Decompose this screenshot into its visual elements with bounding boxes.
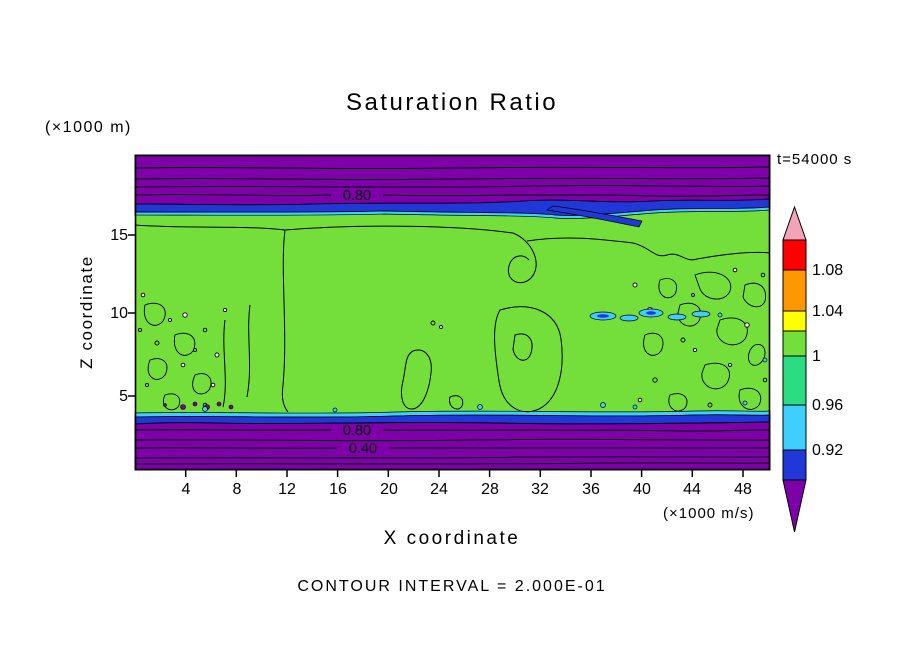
colorbar-tick-label: 0.96 [812,397,844,414]
x-axis-title: X coordinate [383,528,521,549]
colorbar-tick-label: 0.92 [812,442,844,459]
x-tick-label: 32 [531,481,549,498]
x-axis-unit-label: (×1000 m/s) [663,505,755,522]
y-axis-title: Z coordinate [77,255,96,369]
colorbar-tick-label: 1 [812,348,821,365]
contour-line-label: 0.80 [343,423,371,439]
contour-line-label: 0.80 [343,188,371,204]
right-speckle-cluster [632,267,768,412]
colorbar-arrow-down [782,479,807,533]
colorbar-tick-label: 1.04 [812,303,844,320]
bottom-contour-lines [134,429,771,465]
y-tick-label: 10 [110,305,128,322]
blue-dip-streak [546,205,643,228]
colorbar-segment-orange [782,269,807,312]
colorbar [782,205,807,533]
colorbar-segment-cyan [782,404,807,451]
x-tick-label: 4 [181,481,191,498]
colorbar-arrow-up [782,205,807,241]
time-annotation: t=54000 s [777,151,853,168]
contour-interval-note: CONTOUR INTERVAL = 2.000E-01 [297,578,607,595]
plot-border [134,154,771,471]
purple-speckles [163,401,234,410]
axis-ticks [128,234,744,477]
x-tick-label: 28 [481,481,499,498]
colorbar-segment-spring-green [782,355,807,406]
contour-plot: 0.80 0.80 0.40 [128,154,771,477]
chart-title: Saturation Ratio [345,89,559,116]
x-tick-label: 36 [582,481,600,498]
x-tick-label: 40 [633,481,651,498]
colorbar-segment-red [782,239,807,271]
blue-streak-cores [597,311,656,318]
x-tick-label: 16 [329,481,347,498]
colorbar-segment-yellow-green [782,330,807,357]
interior-contour-lines [134,224,771,413]
contour-line-label: 0.40 [349,441,377,457]
colorbar-tick-label: 1.08 [812,262,844,279]
top-purple-band [134,154,771,206]
colorbar-segment-blue [782,449,807,481]
y-axis-unit-label: (×1000 m) [45,119,132,136]
top-contour-lines [134,166,771,197]
x-tick-label: 8 [232,481,242,498]
x-tick-label: 12 [278,481,296,498]
x-tick-label: 48 [734,481,752,498]
x-tick-label: 20 [380,481,398,498]
y-tick-label: 15 [110,227,128,244]
x-tick-label: 44 [683,481,701,498]
x-tick-label: 24 [430,481,448,498]
y-tick-label: 5 [119,388,128,405]
colorbar-segment-yellow [782,310,807,332]
